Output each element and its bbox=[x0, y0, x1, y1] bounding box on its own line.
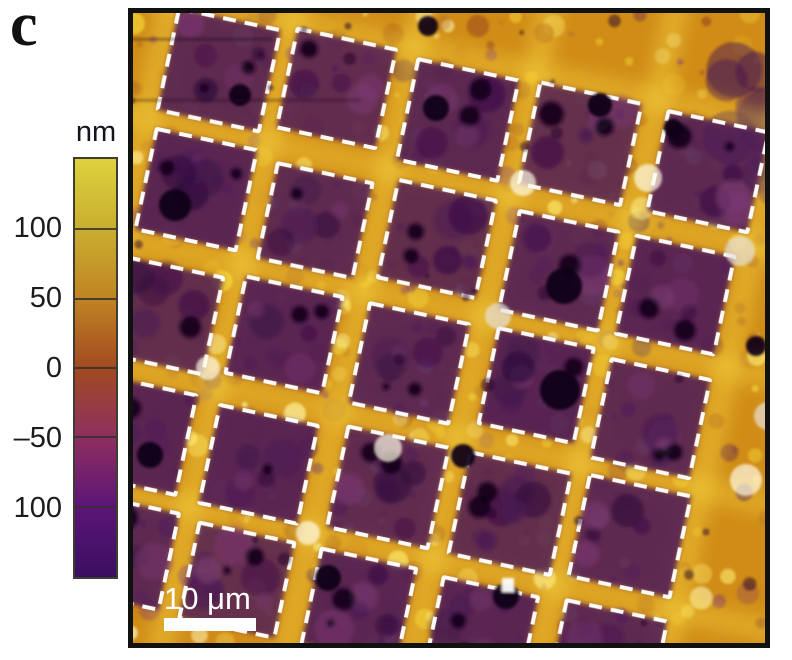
colorbar-tick-label: –50 bbox=[13, 422, 62, 454]
colorbar-tick-label: 100 bbox=[13, 492, 62, 524]
colorbar-tick-label: 0 bbox=[45, 352, 62, 384]
panel-label: c bbox=[10, 0, 38, 59]
colorbar-tick bbox=[75, 505, 116, 508]
colorbar-tick bbox=[75, 367, 116, 369]
scale-bar: 10 μm bbox=[164, 581, 256, 631]
scale-bar-line bbox=[164, 618, 256, 631]
colorbar bbox=[73, 157, 118, 579]
colorbar-tick-label: 50 bbox=[29, 282, 62, 314]
afm-image-border bbox=[128, 8, 770, 648]
colorbar-tick bbox=[75, 228, 116, 231]
colorbar-tick bbox=[75, 436, 116, 439]
dashed-square-overlay bbox=[60, 6, 771, 660]
colorbar-tick-label: 100 bbox=[13, 212, 62, 244]
colorbar-unit-label: nm bbox=[75, 116, 117, 148]
colorbar-tick bbox=[75, 297, 116, 300]
scale-bar-label: 10 μm bbox=[164, 581, 251, 616]
